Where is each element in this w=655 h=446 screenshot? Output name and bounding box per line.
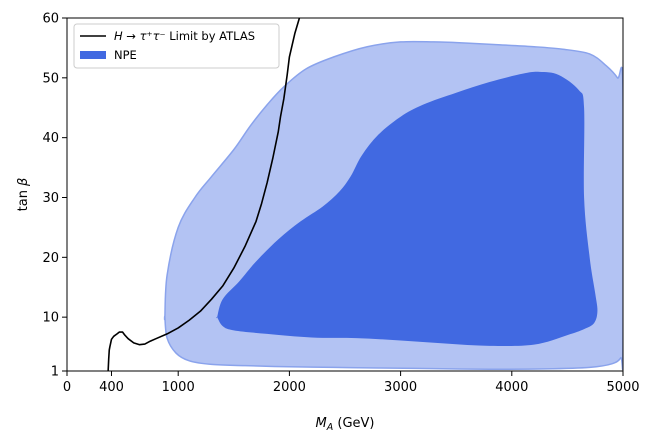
legend: H → τ⁺τ⁻ Limit by ATLAS NPE xyxy=(73,23,280,69)
plot-contents xyxy=(107,18,623,371)
legend-box xyxy=(73,23,280,69)
y-tick-label: 30 xyxy=(42,191,59,206)
y-axis-title: tan β xyxy=(16,178,31,212)
legend-fill-swatch xyxy=(80,51,106,59)
legend-label-atlas: H → τ⁺τ⁻ Limit by ATLAS xyxy=(114,29,255,43)
y-tick-label: 50 xyxy=(42,71,59,86)
y-tick-label: 60 xyxy=(42,12,59,27)
x-tick-label: 5000 xyxy=(606,380,639,395)
legend-label-npe: NPE xyxy=(114,48,137,62)
x-tick-label: 1000 xyxy=(162,380,195,395)
atlas-limit-line xyxy=(107,18,301,371)
y-tick-label: 1 xyxy=(51,365,59,380)
x-tick-label: 4000 xyxy=(495,380,528,395)
axes: 0 400 1000 2000 3000 4000 5000 1 10 20 30 40 50 60 MA … xyxy=(16,12,640,434)
x-tick-label: 400 xyxy=(99,380,124,395)
x-axis-title: MA (GeV) xyxy=(316,416,375,433)
x-tick-label: 3000 xyxy=(384,380,417,395)
x-tick-label: 0 xyxy=(63,380,71,395)
y-tick-label: 20 xyxy=(42,251,59,266)
axes-frame xyxy=(66,17,624,372)
plot-area xyxy=(107,18,623,371)
y-tick-label: 40 xyxy=(42,131,59,146)
npe-inner-region xyxy=(216,71,598,347)
x-tick-label: 2000 xyxy=(273,380,306,395)
y-tick-label: 10 xyxy=(42,311,59,326)
